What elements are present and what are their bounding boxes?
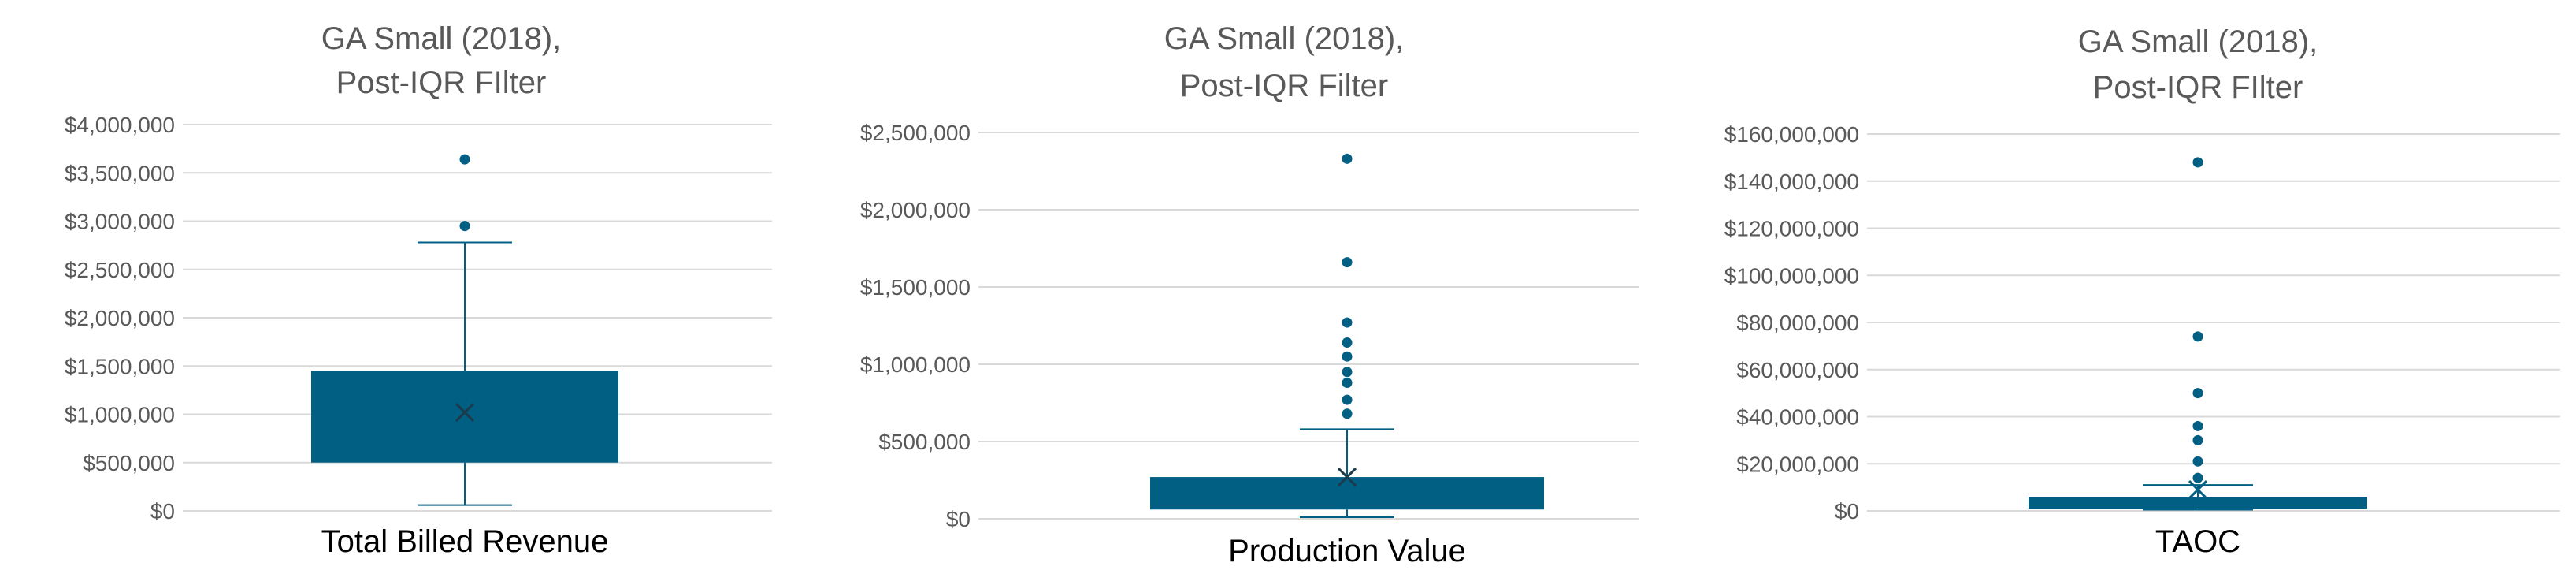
y-tick-label: $0 bbox=[150, 499, 175, 524]
iqr-box bbox=[311, 371, 618, 463]
mean-marker bbox=[2188, 480, 2208, 500]
y-tick-label: $1,000,000 bbox=[860, 352, 971, 377]
y-tick-label: $140,000,000 bbox=[1724, 170, 1859, 194]
y-tick-label: $80,000,000 bbox=[1736, 311, 1859, 335]
outlier-point bbox=[2192, 456, 2203, 467]
outlier-point bbox=[1342, 317, 1353, 328]
y-tick-label: $0 bbox=[946, 507, 971, 531]
chart-title-line: GA Small (2018), bbox=[321, 21, 562, 56]
y-tick-label: $40,000,000 bbox=[1736, 405, 1859, 430]
y-tick-label: $2,500,000 bbox=[860, 121, 971, 145]
mean-marker bbox=[455, 402, 475, 423]
y-tick-label: $3,500,000 bbox=[65, 161, 175, 185]
y-tick-label: $2,500,000 bbox=[65, 258, 175, 282]
outlier-point bbox=[1342, 367, 1353, 378]
x-axis-label: Production Value bbox=[1228, 534, 1466, 568]
y-tick-label: $1,500,000 bbox=[860, 275, 971, 300]
chart-svg: GA Small (2018), Post-IQR Filter $0 $500,00… bbox=[860, 21, 1639, 568]
y-tick-label: $100,000,000 bbox=[1724, 263, 1859, 288]
outlier-point bbox=[1342, 408, 1353, 419]
outlier-point bbox=[2192, 331, 2203, 342]
y-tick-label: $0 bbox=[1835, 499, 1859, 524]
iqr-box bbox=[1150, 477, 1544, 510]
y-tick-label: $500,000 bbox=[83, 451, 175, 475]
y-tick-label: $2,000,000 bbox=[65, 306, 175, 330]
y-tick-label: $500,000 bbox=[878, 430, 971, 454]
y-tick-label: $160,000,000 bbox=[1724, 122, 1859, 147]
y-tick-label: $4,000,000 bbox=[65, 113, 175, 137]
x-axis-label: TAOC bbox=[2155, 524, 2240, 559]
x-axis-label: Total Billed Revenue bbox=[321, 524, 609, 559]
outlier-point bbox=[459, 154, 470, 165]
outlier-point bbox=[1342, 378, 1353, 389]
outlier-point bbox=[1342, 351, 1353, 362]
chart-title-line: Post-IQR Filter bbox=[1180, 69, 1388, 103]
y-tick-label: $60,000,000 bbox=[1736, 358, 1859, 382]
chart-title-line: Post-IQR FIlter bbox=[2093, 70, 2303, 105]
outlier-point bbox=[459, 221, 470, 232]
chart-svg: GA Small (2018), Post-IQR FIlter $0 $500,00… bbox=[65, 21, 772, 559]
outlier-point bbox=[1342, 153, 1353, 164]
chart-total-billed-revenue: GA Small (2018), Post-IQR FIlter $0 $500,00… bbox=[0, 0, 796, 585]
outlier-point bbox=[1342, 257, 1353, 268]
outlier-point bbox=[1342, 394, 1353, 405]
y-tick-label: $1,500,000 bbox=[65, 354, 175, 378]
iqr-box bbox=[2029, 497, 2367, 509]
outlier-point bbox=[1342, 337, 1353, 348]
chart-title-line: GA Small (2018), bbox=[2078, 24, 2318, 59]
outlier-point bbox=[2192, 157, 2203, 168]
y-tick-label: $2,000,000 bbox=[860, 198, 971, 222]
chart-taoc: GA Small (2018), Post-IQR FIlter $0 $20,000… bbox=[1654, 0, 2576, 585]
outlier-point bbox=[2192, 472, 2203, 483]
y-tick-label: $1,000,000 bbox=[65, 403, 175, 427]
y-tick-label: $120,000,000 bbox=[1724, 217, 1859, 241]
outlier-point bbox=[2192, 420, 2203, 431]
outlier-point bbox=[2192, 388, 2203, 399]
chart-title-line: Post-IQR FIlter bbox=[336, 65, 547, 100]
chart-title-line: GA Small (2018), bbox=[1164, 21, 1405, 56]
chart-production-value: GA Small (2018), Post-IQR Filter $0 $500,00… bbox=[796, 0, 1654, 585]
y-tick-label: $20,000,000 bbox=[1736, 452, 1859, 476]
y-tick-label: $3,000,000 bbox=[65, 210, 175, 234]
mean-marker bbox=[1337, 468, 1357, 487]
chart-svg: GA Small (2018), Post-IQR FIlter $0 $20,000… bbox=[1724, 24, 2560, 559]
outlier-point bbox=[2192, 434, 2203, 445]
